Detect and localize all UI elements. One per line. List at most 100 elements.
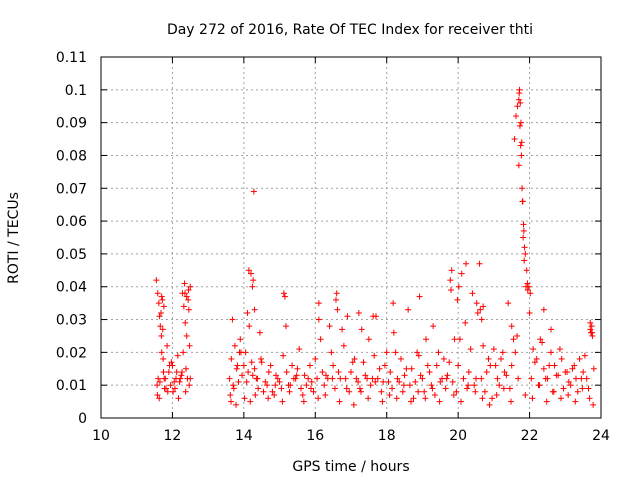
data-point [362, 372, 369, 379]
data-point [450, 392, 457, 399]
data-point [283, 369, 290, 376]
data-point [376, 365, 383, 372]
data-point [539, 339, 546, 346]
chart-title: Day 272 of 2016, Rate Of TEC Index for r… [167, 22, 533, 38]
data-point [399, 388, 406, 395]
data-point [392, 349, 399, 356]
data-point [267, 362, 274, 369]
data-point [587, 326, 594, 333]
data-point [157, 323, 164, 330]
data-point [540, 306, 547, 313]
data-point [546, 362, 553, 369]
data-point [289, 362, 296, 369]
data-point [393, 395, 400, 402]
data-point [185, 306, 192, 313]
data-point [383, 349, 390, 356]
plot-frame [100, 56, 602, 419]
data-point [178, 372, 185, 379]
data-point [183, 332, 190, 339]
data-point [530, 346, 537, 353]
data-point [182, 388, 189, 395]
data-point [415, 352, 422, 359]
data-point [426, 369, 433, 376]
data-point [524, 280, 531, 287]
data-point [165, 369, 172, 376]
data-point [248, 359, 255, 366]
data-point [256, 329, 263, 336]
data-point [581, 352, 588, 359]
data-point [340, 342, 347, 349]
data-point [258, 359, 265, 366]
data-point [249, 283, 256, 290]
data-point [250, 188, 257, 195]
y-tick-label: 0 [78, 411, 87, 427]
data-point [456, 336, 463, 343]
data-point [405, 306, 412, 313]
data-point [360, 359, 367, 366]
data-point [512, 349, 519, 356]
data-point [500, 385, 507, 392]
data-point [396, 378, 403, 385]
data-point [285, 382, 292, 389]
data-point [511, 136, 518, 143]
y-tick-labels: 0 0.01 0.02 0.03 0.04 0.05 0.06 0.07 0.08 0.09 0.1… [56, 50, 87, 427]
data-point [449, 378, 456, 385]
data-point [542, 375, 549, 382]
data-point [163, 385, 169, 392]
data-point [326, 323, 333, 330]
data-point [478, 375, 485, 382]
data-point [518, 139, 525, 146]
data-point [493, 392, 500, 399]
data-point [473, 300, 480, 307]
data-point [346, 388, 353, 395]
data-point [536, 382, 543, 389]
data-point [240, 362, 247, 369]
data-point [533, 355, 540, 362]
data-point [485, 355, 492, 362]
data-point [499, 349, 506, 356]
data-point [179, 369, 186, 376]
data-point [372, 378, 379, 385]
data-point [336, 398, 343, 405]
data-point [447, 277, 454, 284]
data-point [424, 362, 431, 369]
data-point [590, 365, 597, 372]
data-point [335, 369, 342, 376]
data-point [431, 392, 438, 399]
data-point [310, 388, 317, 395]
data-point [279, 398, 286, 405]
data-point [315, 300, 322, 307]
data-point [292, 375, 299, 382]
data-point [429, 385, 436, 392]
data-point [252, 392, 259, 399]
data-point [505, 300, 512, 307]
data-point [244, 309, 251, 316]
data-point [443, 375, 450, 382]
data-point [487, 362, 494, 369]
data-point [455, 283, 462, 290]
data-point [464, 385, 471, 392]
data-point [371, 352, 378, 359]
data-point [564, 369, 571, 376]
data-point [312, 355, 319, 362]
data-point [410, 395, 417, 402]
data-point [526, 309, 533, 316]
data-point [247, 398, 254, 405]
data-point [519, 185, 526, 192]
data-point [185, 296, 192, 303]
data-point [226, 375, 233, 382]
data-point [492, 362, 499, 369]
data-point [567, 382, 574, 389]
data-point [258, 355, 264, 362]
data-point [453, 388, 460, 395]
data-point [180, 303, 187, 310]
data-point [296, 346, 303, 353]
data-point [236, 349, 243, 356]
data-point [515, 375, 522, 382]
data-point [233, 401, 239, 408]
data-point [403, 365, 410, 372]
data-point [364, 375, 371, 382]
data-point [417, 372, 424, 379]
data-point [565, 392, 572, 399]
